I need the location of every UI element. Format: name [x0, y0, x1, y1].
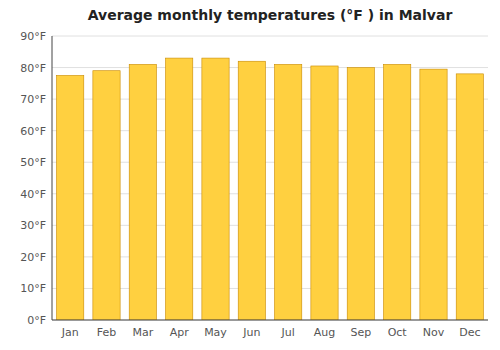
x-tick-label: Dec	[459, 326, 480, 339]
bar	[166, 58, 193, 320]
x-tick-label: Aug	[314, 326, 335, 339]
x-tick-label: May	[204, 326, 227, 339]
bar	[347, 68, 374, 320]
y-tick-label: 80°F	[20, 62, 46, 75]
x-tick-label: Mar	[132, 326, 153, 339]
grid-line	[52, 67, 488, 68]
bar	[420, 69, 447, 320]
bar	[202, 58, 229, 320]
y-tick-label: 60°F	[20, 125, 46, 138]
x-tick-label: Sep	[350, 326, 371, 339]
chart-title: Average monthly temperatures (°F ) in Ma…	[88, 7, 453, 23]
bar	[57, 75, 84, 320]
grid-line	[52, 36, 488, 37]
bar	[456, 74, 483, 320]
bars	[57, 58, 484, 320]
y-axis-line	[52, 36, 53, 320]
grid	[52, 36, 488, 320]
y-tick-label: 50°F	[20, 156, 46, 169]
y-tick-label: 20°F	[20, 251, 46, 264]
x-tick-label: Jun	[242, 326, 260, 339]
x-tick-label: Feb	[97, 326, 116, 339]
y-tick-label: 40°F	[20, 188, 46, 201]
x-axis-line	[52, 320, 488, 321]
x-tick-label: Apr	[170, 326, 190, 339]
y-tick-label: 0°F	[27, 314, 46, 327]
y-tick-label: 30°F	[20, 219, 46, 232]
y-tick-label: 70°F	[20, 93, 46, 106]
bar	[238, 61, 265, 320]
x-tick-label: Oct	[388, 326, 408, 339]
chart-container: Average monthly temperatures (°F ) in Ma…	[0, 0, 500, 350]
bar	[129, 64, 156, 320]
bar	[384, 64, 411, 320]
bar	[93, 71, 120, 320]
bar	[275, 64, 302, 320]
y-tick-label: 90°F	[20, 30, 46, 43]
chart-svg: Average monthly temperatures (°F ) in Ma…	[0, 0, 500, 350]
x-tick-label: Nov	[423, 326, 445, 339]
x-tick-label: Jan	[61, 326, 79, 339]
grid-line	[52, 320, 488, 321]
y-tick-label: 10°F	[20, 282, 46, 295]
x-tick-label: Jul	[281, 326, 295, 339]
bar	[311, 66, 338, 320]
